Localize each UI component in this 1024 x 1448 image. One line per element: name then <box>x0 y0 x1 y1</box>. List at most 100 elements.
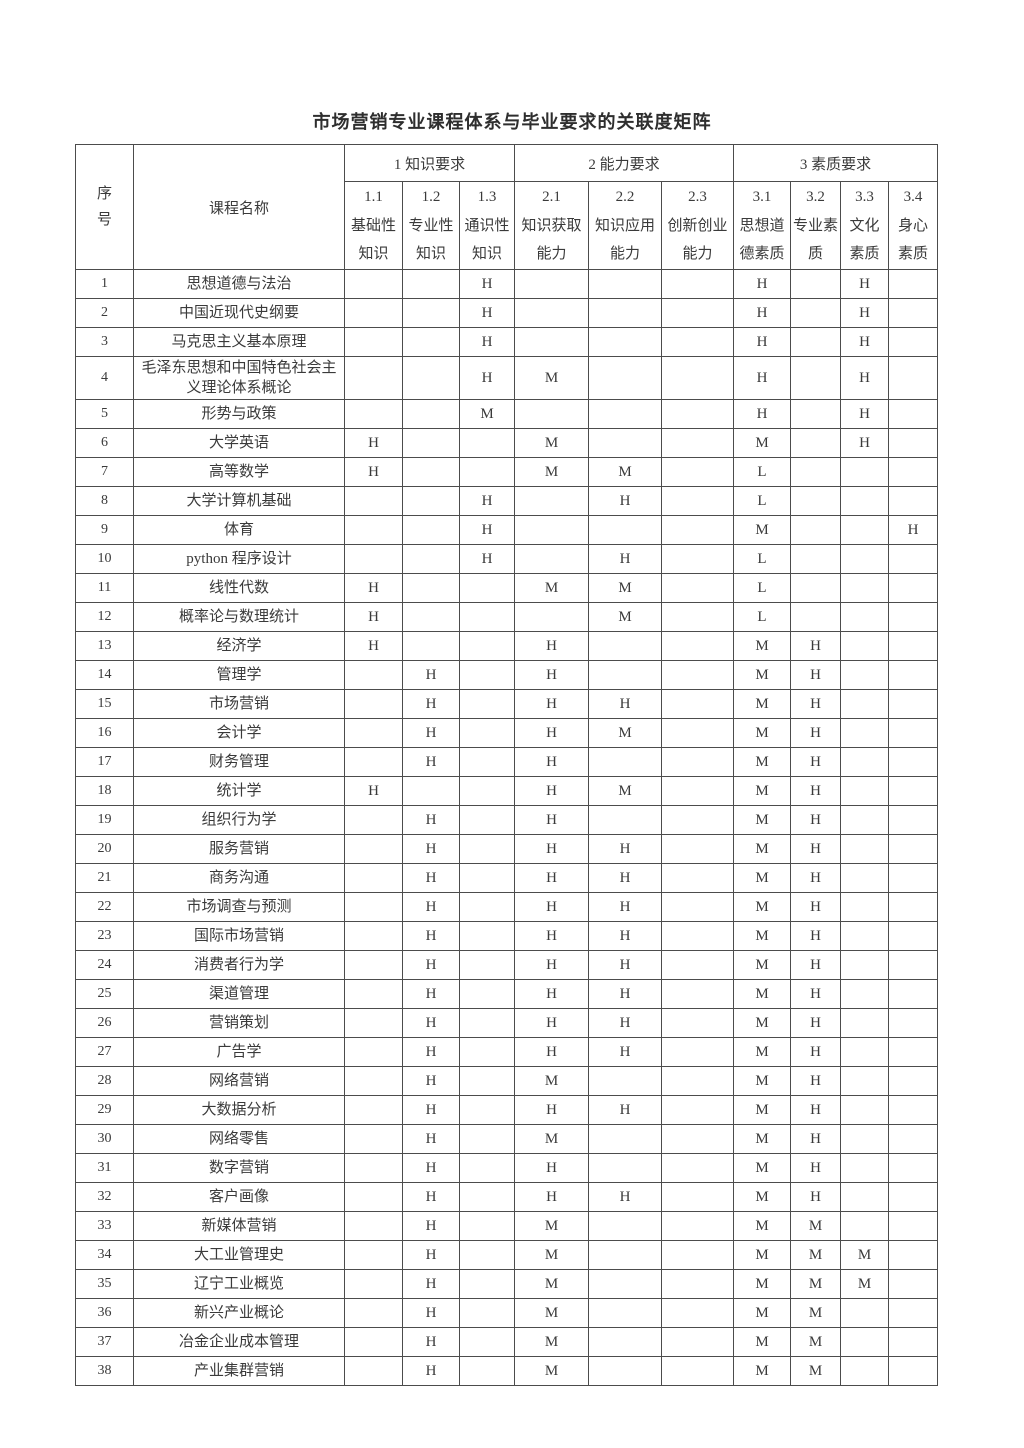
matrix-cell: H <box>790 1153 841 1183</box>
matrix-cell: H <box>402 921 460 951</box>
matrix-cell <box>790 515 841 545</box>
row-number: 13 <box>75 631 134 661</box>
matrix-cell <box>790 544 841 574</box>
row-number: 15 <box>75 689 134 719</box>
row-number: 18 <box>75 776 134 806</box>
matrix-cell <box>402 631 460 661</box>
matrix-cell <box>402 515 460 545</box>
matrix-cell <box>887 1153 939 1183</box>
row-number: 29 <box>75 1095 134 1125</box>
matrix-cell <box>661 689 734 719</box>
matrix-cell: M <box>840 1240 889 1270</box>
row-number: 4 <box>75 356 134 400</box>
matrix-cell: H <box>588 486 662 516</box>
matrix-cell <box>840 1298 889 1328</box>
matrix-cell <box>588 327 662 357</box>
matrix-cell <box>514 399 589 429</box>
matrix-cell <box>459 1066 515 1096</box>
row-number: 8 <box>75 486 134 516</box>
matrix-cell: L <box>733 573 791 603</box>
matrix-cell: M <box>733 1211 791 1241</box>
matrix-cell <box>887 1008 939 1038</box>
matrix-cell <box>840 544 889 574</box>
matrix-cell: H <box>459 515 515 545</box>
table-row: 38 产业集群营销 H M M M <box>75 1356 939 1386</box>
matrix-cell: H <box>402 1037 460 1067</box>
matrix-cell <box>588 1356 662 1386</box>
matrix-cell <box>459 1356 515 1386</box>
matrix-cell <box>840 631 889 661</box>
matrix-cell: H <box>790 834 841 864</box>
matrix-cell <box>661 327 734 357</box>
matrix-cell: M <box>733 1182 791 1212</box>
row-number: 25 <box>75 979 134 1009</box>
matrix-cell: M <box>733 660 791 690</box>
matrix-cell <box>887 399 939 429</box>
row-number: 12 <box>75 602 134 632</box>
matrix-cell: H <box>402 1211 460 1241</box>
matrix-cell: H <box>402 1095 460 1125</box>
matrix-cell <box>459 747 515 777</box>
matrix-cell <box>661 979 734 1009</box>
table-row: 28 网络营销 H M M H <box>75 1066 939 1096</box>
table-row: 36 新兴产业概论 H M M M <box>75 1298 939 1328</box>
matrix-cell <box>344 718 403 748</box>
sub-header-number: 3.1 <box>752 189 772 205</box>
course-name: 毛泽东思想和中国特色社会主义理论体系概论 <box>133 356 345 400</box>
table-row: 6 大学英语 H M M H <box>75 428 939 458</box>
course-name: 经济学 <box>133 631 345 661</box>
matrix-cell <box>344 1037 403 1067</box>
matrix-cell <box>661 718 734 748</box>
matrix-cell <box>459 1182 515 1212</box>
matrix-cell: M <box>733 979 791 1009</box>
matrix-cell: H <box>790 747 841 777</box>
matrix-cell <box>588 747 662 777</box>
row-number: 2 <box>75 298 134 328</box>
matrix-cell <box>840 1182 889 1212</box>
matrix-cell: M <box>840 1269 889 1299</box>
matrix-cell <box>887 660 939 690</box>
matrix-cell: M <box>514 1356 589 1386</box>
matrix-cell: M <box>588 573 662 603</box>
matrix-cell: H <box>840 327 889 357</box>
matrix-cell: H <box>588 892 662 922</box>
table-row: 1 思想道德与法治 H H H <box>75 269 939 299</box>
matrix-cell <box>840 1008 889 1038</box>
matrix-cell <box>661 515 734 545</box>
matrix-cell: M <box>733 718 791 748</box>
matrix-cell <box>840 892 889 922</box>
table-row: 26 营销策划 H H H M H <box>75 1008 939 1038</box>
matrix-cell <box>344 747 403 777</box>
matrix-cell <box>344 1153 403 1183</box>
course-name: 形势与政策 <box>133 399 345 429</box>
matrix-cell: H <box>514 1095 589 1125</box>
matrix-cell <box>661 602 734 632</box>
matrix-cell <box>790 602 841 632</box>
matrix-cell: H <box>840 428 889 458</box>
matrix-cell: H <box>402 1240 460 1270</box>
matrix-cell: H <box>514 718 589 748</box>
matrix-cell <box>459 1240 515 1270</box>
matrix-cell: M <box>790 1356 841 1386</box>
matrix-cell <box>344 863 403 893</box>
matrix-cell <box>588 660 662 690</box>
matrix-cell: H <box>514 834 589 864</box>
matrix-cell: H <box>402 863 460 893</box>
matrix-cell <box>887 747 939 777</box>
matrix-cell: H <box>790 718 841 748</box>
matrix-cell <box>402 428 460 458</box>
matrix-cell: H <box>790 1124 841 1154</box>
matrix-cell <box>661 486 734 516</box>
table-row: 34 大工业管理史 H M M M M <box>75 1240 939 1270</box>
matrix-cell <box>459 689 515 719</box>
matrix-cell <box>459 573 515 603</box>
row-number: 28 <box>75 1066 134 1096</box>
matrix-cell: H <box>733 327 791 357</box>
table-row: 16 会计学 H H M M H <box>75 718 939 748</box>
matrix-cell <box>459 1008 515 1038</box>
matrix-cell <box>661 573 734 603</box>
row-number: 38 <box>75 1356 134 1386</box>
matrix-cell <box>661 269 734 299</box>
row-number: 11 <box>75 573 134 603</box>
matrix-cell: H <box>588 1037 662 1067</box>
